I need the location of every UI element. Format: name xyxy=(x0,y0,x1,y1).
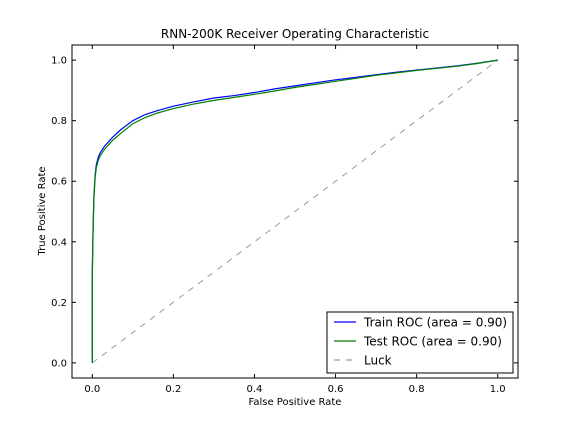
plot-area xyxy=(71,44,519,379)
series-line-luck xyxy=(91,59,499,364)
x-tick-label: 0.0 xyxy=(84,384,100,395)
legend: Train ROC (area = 0.90) Test ROC (area = … xyxy=(326,311,514,374)
x-tick-label: 0.6 xyxy=(328,384,344,395)
y-tick-label: 0.2 xyxy=(51,298,67,309)
axes-frame xyxy=(71,44,519,379)
legend-entry: Train ROC (area = 0.90) xyxy=(363,316,507,330)
chart-title: RNN-200K Receiver Operating Characterist… xyxy=(161,27,429,41)
legend-box xyxy=(326,311,514,374)
y-tick-label: 0.0 xyxy=(51,358,67,369)
x-tick-label: 0.2 xyxy=(165,384,181,395)
y-tick-label: 0.6 xyxy=(51,177,67,188)
series-line-test-roc-area-0-90 xyxy=(91,59,498,363)
y-tick-label: 1.0 xyxy=(51,56,67,67)
axis-ticks: 0.0 0.2 0.4 0.6 0.8 1.0 0.0 0.2 0.4 0.6 0.8 1.0 xyxy=(51,45,518,395)
x-tick-label: 1.0 xyxy=(490,384,506,395)
x-axis-label: False Positive Rate xyxy=(249,397,342,408)
y-tick-label: 0.8 xyxy=(51,116,67,127)
y-axis-label: True Positive Rate xyxy=(37,166,48,256)
legend-entry: Luck xyxy=(364,354,392,368)
x-tick-label: 0.8 xyxy=(409,384,425,395)
legend-entry: Test ROC (area = 0.90) xyxy=(363,335,502,349)
x-tick-label: 0.4 xyxy=(247,384,263,395)
y-tick-label: 0.4 xyxy=(51,237,67,248)
